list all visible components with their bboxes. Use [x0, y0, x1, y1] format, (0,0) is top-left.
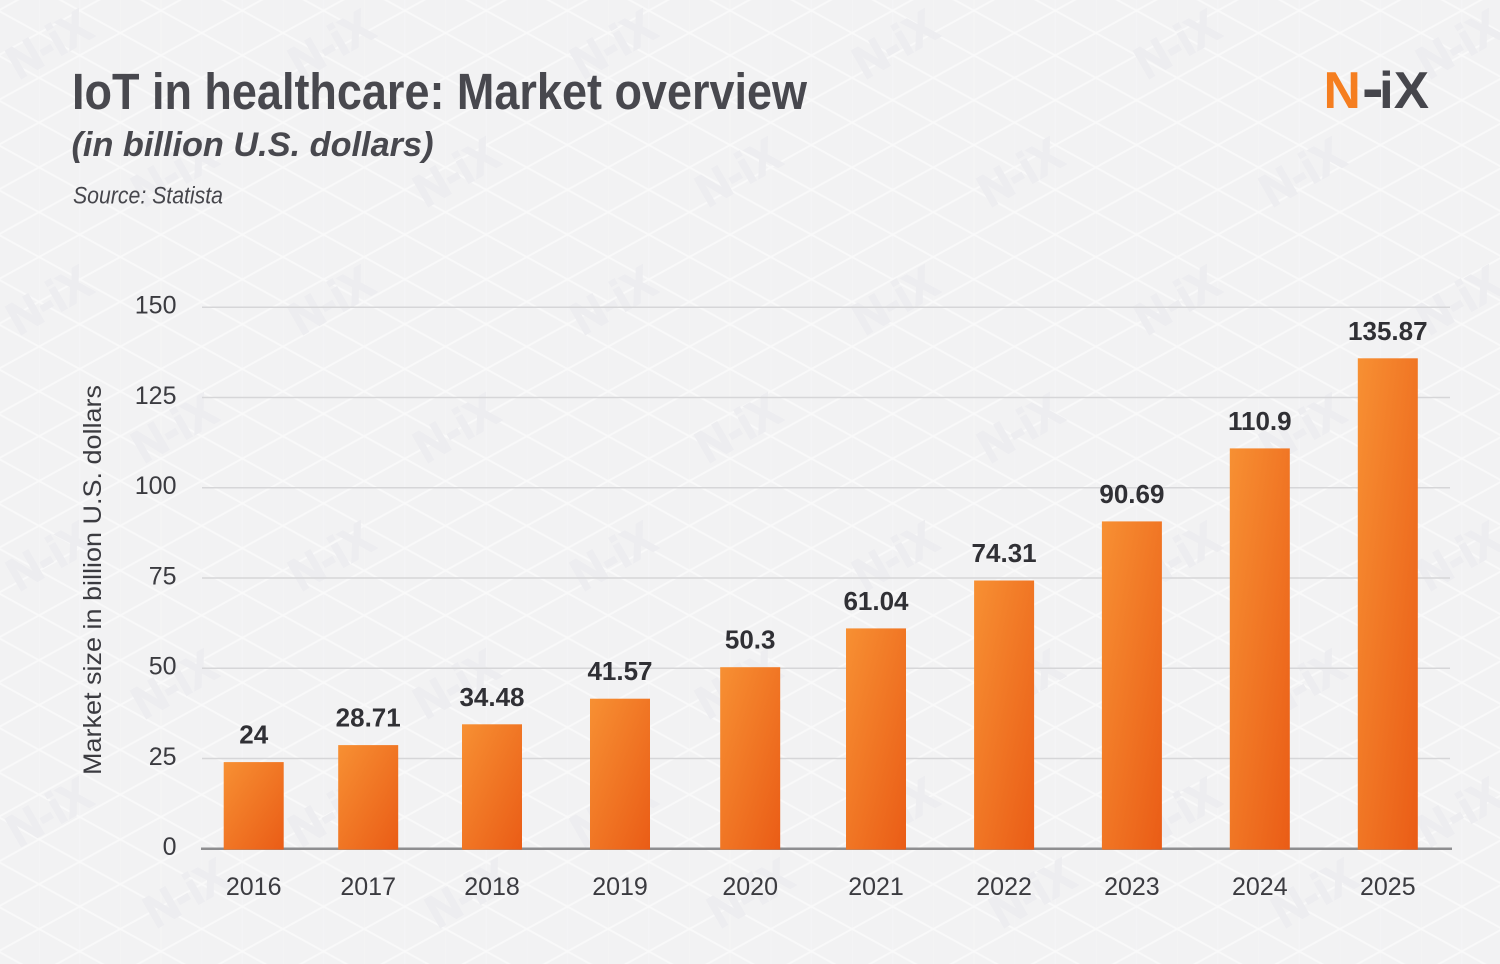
svg-text:34.48: 34.48 — [459, 682, 524, 712]
svg-text:100: 100 — [135, 472, 177, 500]
svg-text:110.9: 110.9 — [1228, 406, 1292, 436]
svg-text:41.57: 41.57 — [587, 656, 652, 686]
svg-text:75: 75 — [149, 562, 177, 590]
svg-text:2016: 2016 — [226, 873, 282, 901]
svg-text:IoT in healthcare: Market over: IoT in healthcare: Market overview — [72, 63, 807, 120]
svg-text:28.71: 28.71 — [336, 703, 401, 733]
svg-text:50.3: 50.3 — [725, 625, 776, 655]
svg-text:125: 125 — [135, 382, 177, 410]
svg-text:2017: 2017 — [340, 873, 396, 901]
svg-text:2022: 2022 — [976, 873, 1032, 901]
svg-text:74.31: 74.31 — [972, 538, 1037, 568]
svg-text:Market size in billion U.S. do: Market size in billion U.S. dollars — [79, 385, 107, 775]
svg-text:2024: 2024 — [1232, 873, 1288, 901]
svg-text:150: 150 — [135, 292, 177, 320]
svg-text:2025: 2025 — [1360, 873, 1416, 901]
svg-text:iX: iX — [1379, 61, 1430, 119]
svg-text:2021: 2021 — [848, 873, 904, 901]
svg-text:90.69: 90.69 — [1099, 479, 1164, 509]
svg-text:Source: Statista: Source: Statista — [73, 183, 223, 210]
svg-text:50: 50 — [149, 653, 177, 681]
svg-text:2018: 2018 — [464, 873, 520, 901]
svg-text:N: N — [1324, 61, 1361, 119]
svg-text:61.04: 61.04 — [843, 586, 909, 616]
svg-text:2020: 2020 — [722, 873, 778, 901]
svg-text:135.87: 135.87 — [1348, 316, 1428, 346]
svg-text:24: 24 — [239, 720, 268, 750]
svg-text:25: 25 — [149, 743, 177, 771]
svg-text:(in billion U.S. dollars): (in billion U.S. dollars) — [72, 126, 434, 164]
svg-text:0: 0 — [163, 833, 177, 861]
svg-text:2023: 2023 — [1104, 873, 1160, 901]
svg-text:2019: 2019 — [592, 873, 648, 901]
